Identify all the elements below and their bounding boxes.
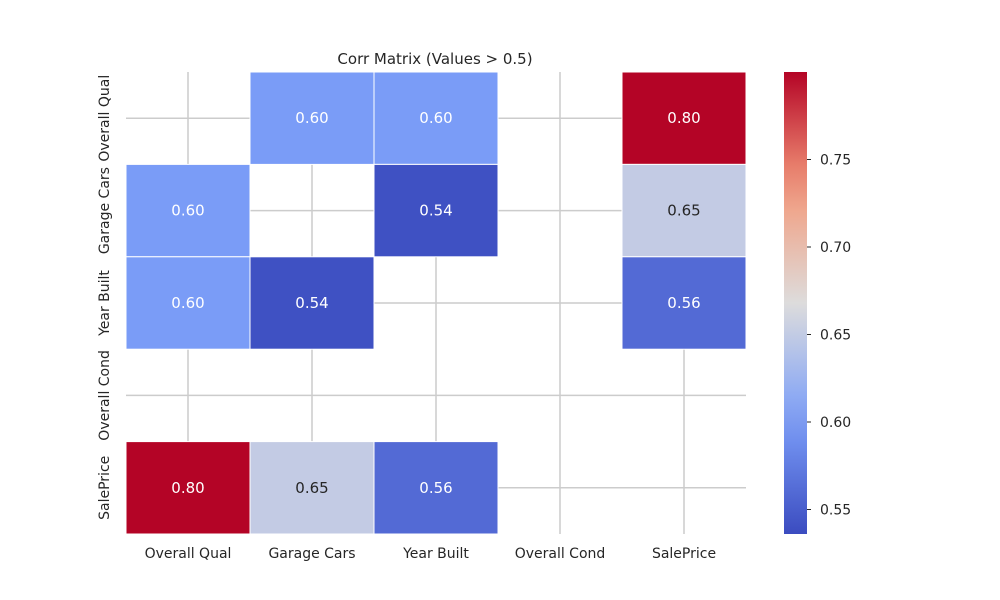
cell-value-label: 0.65 <box>295 479 328 497</box>
cell-value-label: 0.56 <box>419 479 452 497</box>
cell-value-label: 0.60 <box>171 294 204 312</box>
cell-value-label: 0.65 <box>667 202 700 220</box>
cell-value-label: 0.60 <box>419 109 452 127</box>
heatmap-cell <box>125 256 251 350</box>
cell-value-label: 0.54 <box>295 294 328 312</box>
heatmap-cell <box>249 256 375 350</box>
y-tick-label: Garage Cars <box>97 167 113 254</box>
y-tick-label: Overall Qual <box>97 75 113 162</box>
x-axis-tick-labels: Overall Qual Garage Cars Year Built Overall… <box>145 546 716 562</box>
x-tick-label: Year Built <box>402 546 469 562</box>
colorbar-tick-label: 0.55 <box>820 503 851 519</box>
x-tick-label: SalePrice <box>652 546 716 562</box>
cell-value-label: 0.80 <box>667 109 700 127</box>
heatmap-cells: 0.60 0.60 0.80 0.60 0.54 0.65 0.60 0.54 0.56 0.80… <box>125 71 747 535</box>
heatmap-cell <box>373 71 499 165</box>
cell-value-label: 0.54 <box>419 202 452 220</box>
heatmap-cell <box>621 163 747 258</box>
heatmap-cell <box>125 441 251 535</box>
colorbar-tick-label: 0.70 <box>820 240 851 256</box>
colorbar: 0.55 0.60 0.65 0.70 0.75 <box>784 72 851 534</box>
colorbar-tick-label: 0.60 <box>820 415 851 431</box>
heatmap-cell <box>373 441 499 535</box>
heatmap-cell <box>373 163 499 258</box>
cell-value-label: 0.56 <box>667 294 700 312</box>
x-tick-label: Garage Cars <box>268 546 355 562</box>
colorbar-tick-label: 0.75 <box>820 153 851 169</box>
cell-value-label: 0.60 <box>295 109 328 127</box>
colorbar-tick-label: 0.65 <box>820 328 851 344</box>
heatmap-cell <box>125 163 251 258</box>
y-tick-label: Overall Cond <box>97 350 113 441</box>
y-axis-tick-labels: Overall Qual Garage Cars Year Built Overall… <box>97 75 113 520</box>
heatmap-cell <box>249 441 375 535</box>
y-tick-label: Year Built <box>97 270 113 337</box>
colorbar-gradient <box>784 72 807 534</box>
x-tick-label: Overall Qual <box>145 546 232 562</box>
cell-value-label: 0.60 <box>171 202 204 220</box>
heatmap-cell <box>621 256 747 350</box>
x-tick-label: Overall Cond <box>515 546 606 562</box>
cell-value-label: 0.80 <box>171 479 204 497</box>
chart-title: Corr Matrix (Values > 0.5) <box>337 50 532 68</box>
y-tick-label: SalePrice <box>97 456 113 520</box>
